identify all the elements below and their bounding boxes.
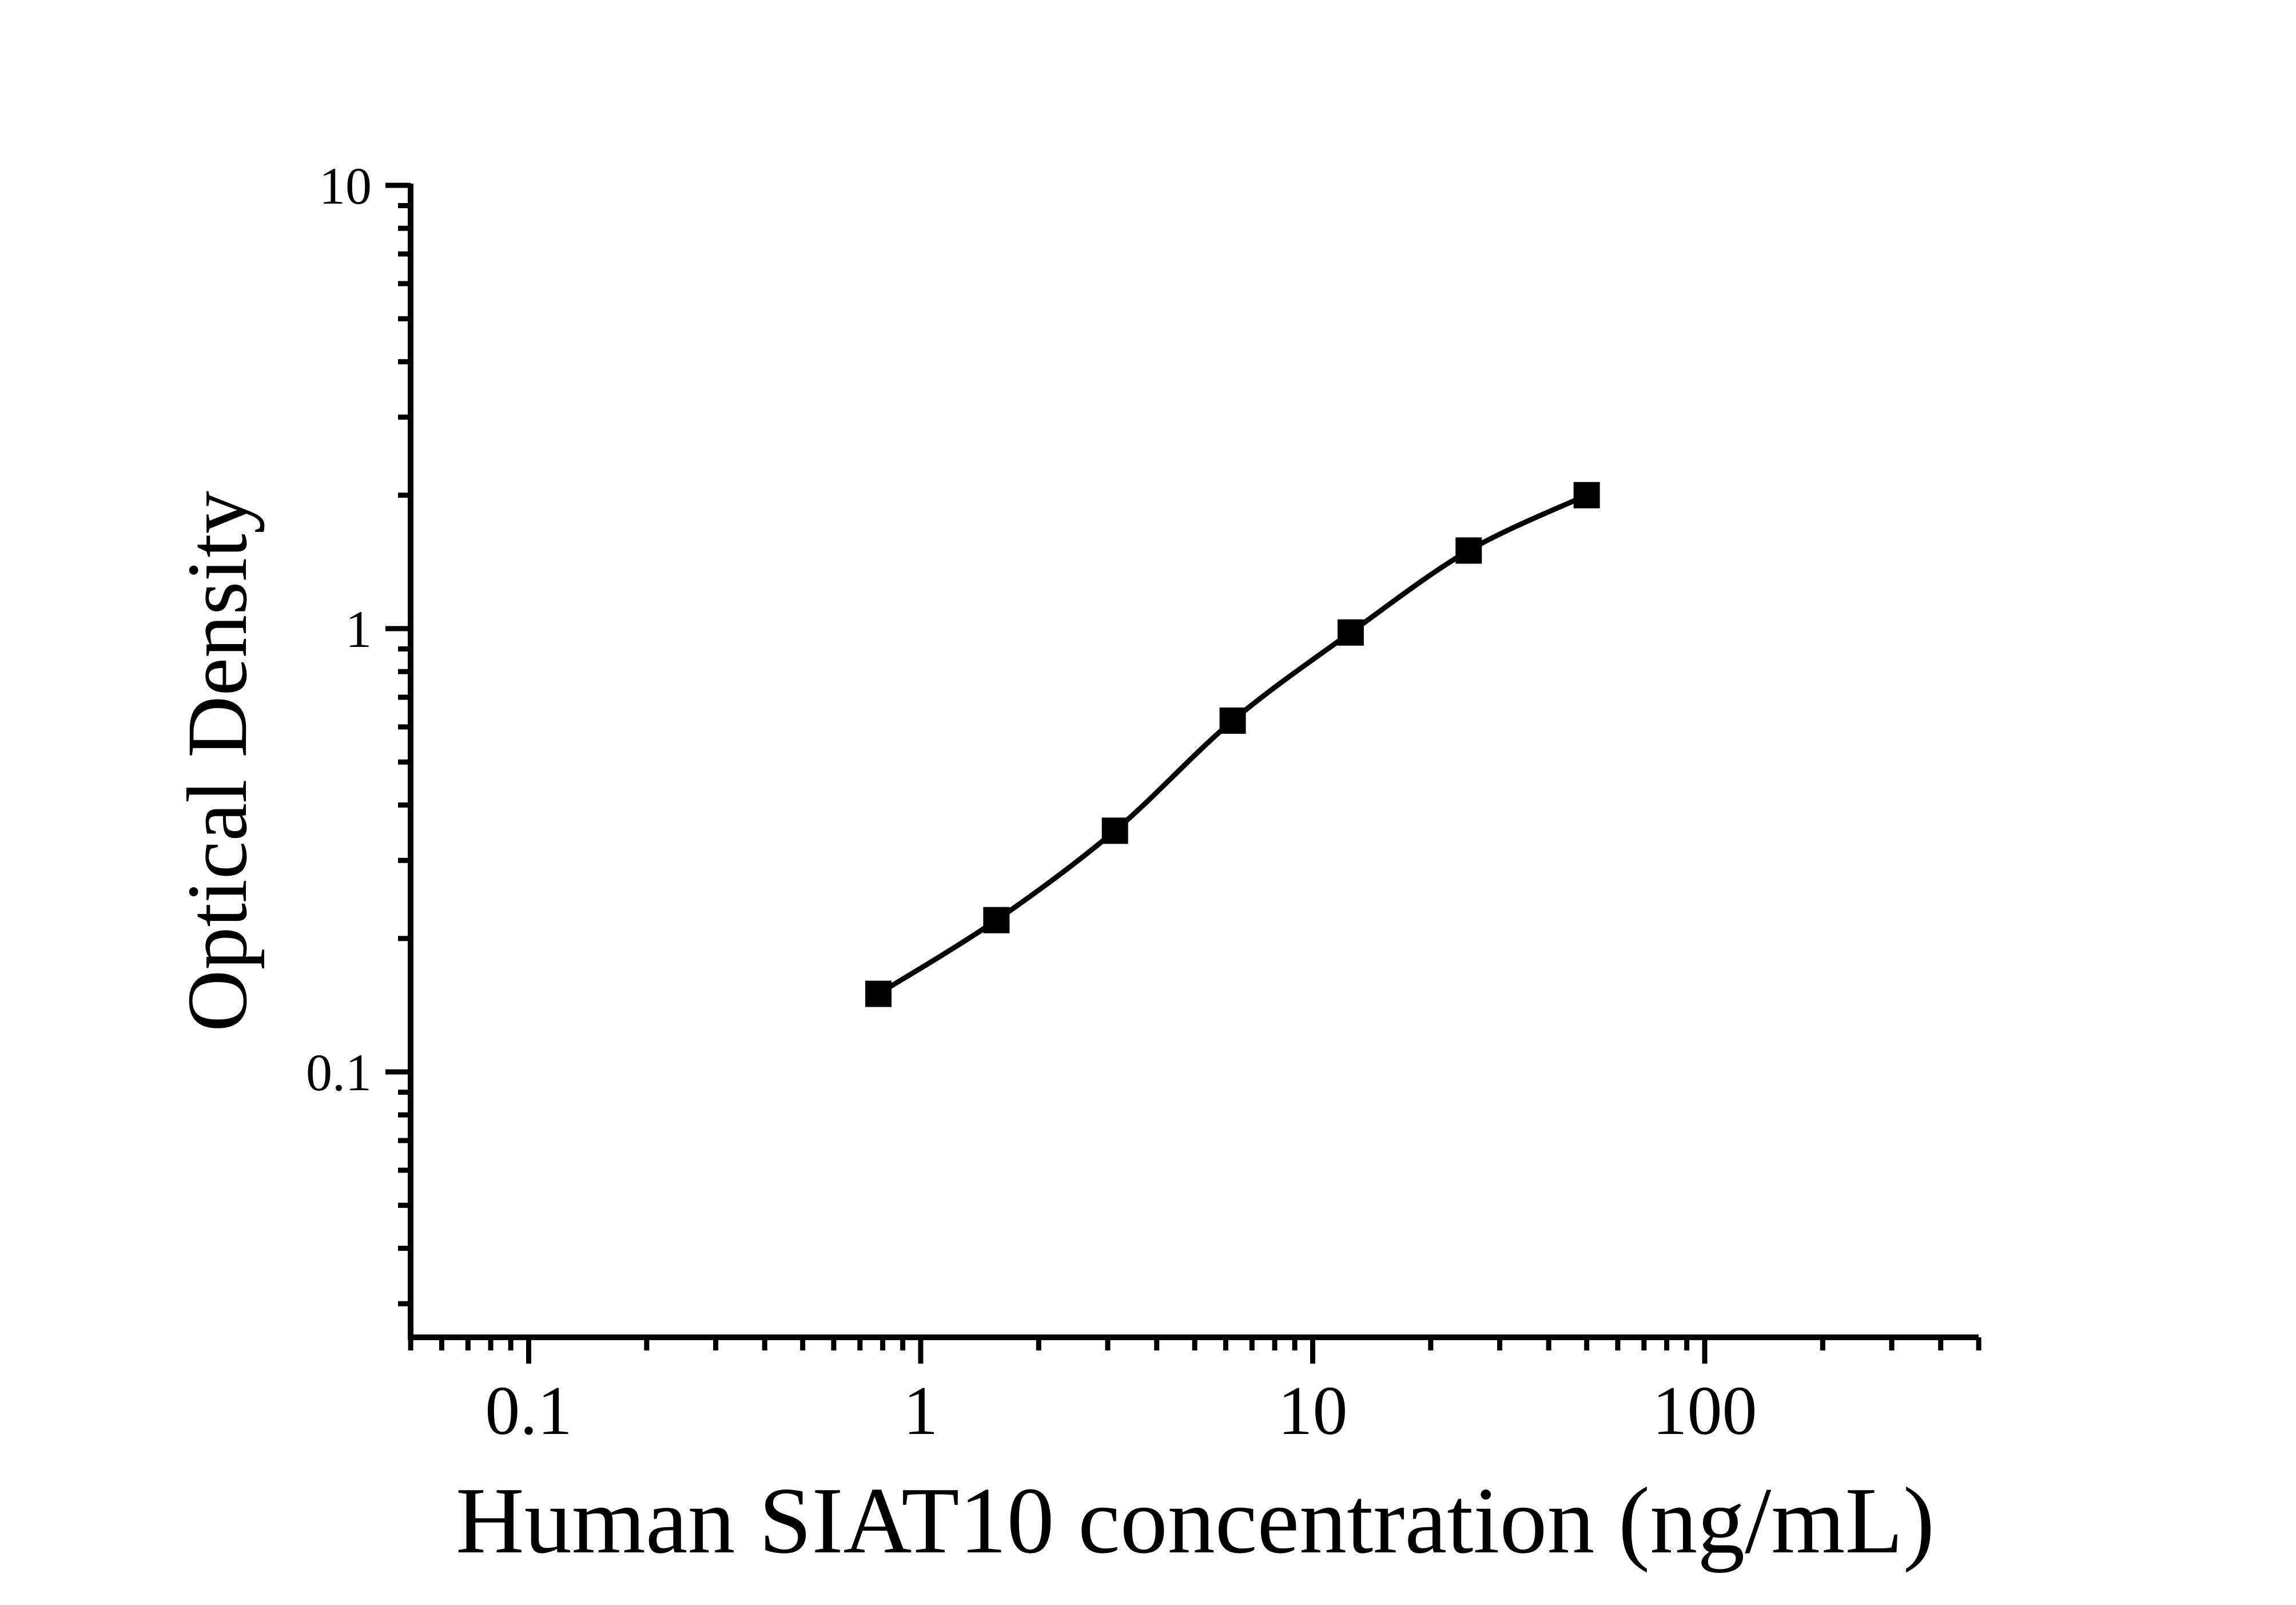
data-point-marker <box>865 980 892 1007</box>
x-tick-label: 1 <box>904 1372 938 1449</box>
data-point-marker <box>983 907 1010 933</box>
y-tick-label: 0.1 <box>306 1043 372 1102</box>
y-tick-label: 10 <box>319 157 372 215</box>
x-tick-label: 100 <box>1653 1372 1757 1449</box>
data-point-marker <box>1101 817 1128 844</box>
y-tick-label: 1 <box>345 600 372 658</box>
data-point-marker <box>1455 537 1482 564</box>
x-tick-label: 0.1 <box>485 1372 572 1449</box>
x-axis-title: Human SIAT10 concentration (ng/mL) <box>455 1468 1935 1573</box>
data-point-marker <box>1573 482 1600 508</box>
x-tick-label: 10 <box>1278 1372 1348 1449</box>
data-point-marker <box>1337 619 1364 646</box>
y-axis-title: Optical Density <box>170 491 265 1032</box>
data-point-marker <box>1219 707 1246 734</box>
